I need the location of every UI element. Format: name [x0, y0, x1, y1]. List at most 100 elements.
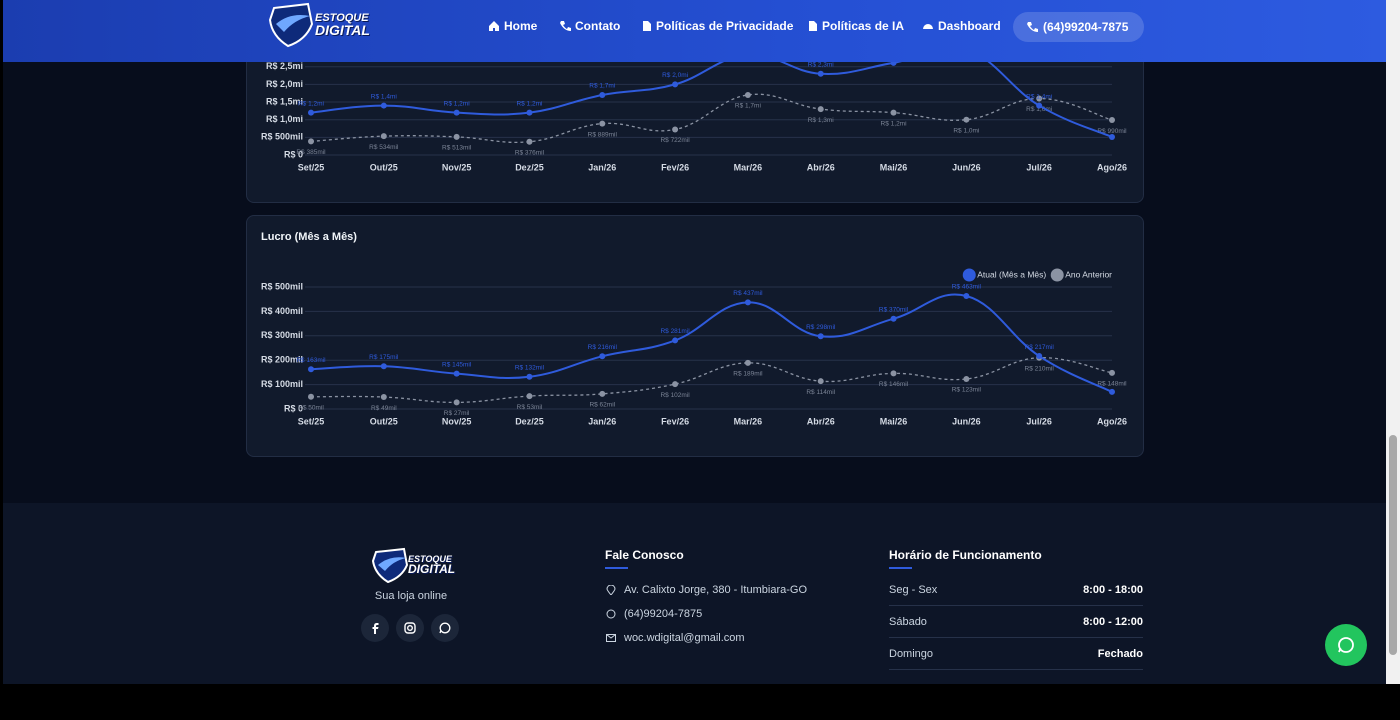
charts: R$ 0 R$ 500mil R$ 1,0mi R$ 1,5mi R$ 2,0mi R$ … [261, 46, 1127, 426]
data-point [453, 399, 460, 406]
brand[interactable]: ESTOQUE DIGITAL [315, 13, 370, 38]
data-label: R$ 370mil [879, 306, 909, 313]
data-label: R$ 27mil [444, 410, 470, 417]
data-label: R$ 62mil [589, 402, 615, 409]
y-tick-label: R$ 500mil [261, 281, 303, 291]
data-label: R$ 1,3mi [808, 117, 834, 124]
data-label: R$ 1,7mi [589, 83, 615, 90]
nav-label: Políticas de Privacidade [656, 19, 794, 33]
logo-shield [268, 2, 314, 48]
nav-home[interactable]: Home [488, 19, 537, 33]
data-point [526, 138, 533, 145]
nav-privacidade[interactable]: Políticas de Privacidade [642, 19, 793, 33]
x-tick-label: Set/25 [298, 416, 325, 426]
data-point [599, 390, 606, 397]
data-label: R$ 1,4mi [1026, 93, 1052, 100]
data-point [1036, 353, 1043, 360]
data-point [817, 378, 824, 385]
x-tick-label: Jun/26 [952, 416, 981, 426]
footer-logo [371, 547, 409, 583]
data-label: R$ 163mil [296, 357, 326, 364]
instagram-link[interactable] [396, 614, 424, 642]
data-point [672, 337, 679, 344]
data-point [1109, 369, 1115, 376]
data-label: R$ 53mil [517, 404, 543, 411]
whatsapp-icon [606, 609, 616, 619]
x-tick-label: Set/25 [298, 162, 325, 172]
data-label: R$ 534mil [369, 144, 399, 151]
data-point [817, 70, 824, 77]
x-tick-label: Dez/25 [515, 162, 544, 172]
legend-label: Ano Anterior [1065, 269, 1112, 279]
data-label: R$ 1,4mi [371, 93, 397, 100]
data-point [380, 133, 387, 140]
x-tick-label: Dez/25 [515, 416, 544, 426]
scroll-thumb[interactable] [1389, 435, 1397, 655]
whatsapp-float[interactable] [1325, 624, 1367, 666]
mail-icon [606, 634, 616, 642]
data-label: R$ 298mil [806, 324, 836, 331]
data-label: R$ 1,0mi [953, 127, 979, 134]
x-tick-label: Fev/26 [661, 162, 689, 172]
scrollbar[interactable] [1386, 0, 1400, 684]
data-point [599, 120, 606, 127]
data-label: R$ 513mil [442, 145, 472, 152]
data-label: R$ 437mil [733, 290, 763, 297]
brand-line: DIGITAL [315, 22, 370, 38]
footer-brand: ESTOQUE DIGITAL [408, 555, 456, 576]
x-tick-label: Mai/26 [880, 162, 908, 172]
data-point [672, 81, 679, 88]
y-tick-label: R$ 2,5mi [266, 61, 303, 71]
data-label: R$ 49mil [371, 405, 397, 412]
series-line [310, 357, 1113, 404]
data-point [453, 109, 460, 116]
y-tick-label: R$ 0 [284, 149, 303, 159]
brand-line: DIGITAL [408, 562, 456, 576]
data-label: R$ 1,2mi [516, 100, 542, 107]
whatsapp-link[interactable] [431, 614, 459, 642]
data-point [1109, 133, 1115, 140]
footer: ESTOQUE DIGITAL Sua loja online Fale Con… [3, 503, 1386, 684]
nav-dashboard[interactable]: Dashboard [922, 19, 1001, 33]
x-tick-label: Abr/26 [807, 162, 835, 172]
x-tick-label: Mar/26 [734, 162, 763, 172]
data-point [890, 109, 897, 116]
y-tick-label: R$ 500mil [261, 132, 303, 142]
data-point [672, 381, 679, 388]
x-tick-label: Jan/26 [588, 162, 616, 172]
y-tick-label: R$ 400mil [261, 306, 303, 316]
data-label: R$ 376mil [515, 149, 545, 156]
nav-ia[interactable]: Políticas de IA [808, 19, 904, 33]
data-label: R$ 217mil [1025, 344, 1055, 351]
x-tick-label: Jan/26 [588, 416, 616, 426]
phone-button[interactable]: (64)99204-7875 [1013, 12, 1144, 42]
data-point [963, 293, 970, 300]
data-label: R$ 1,7mi [735, 103, 761, 110]
nav-label: Contato [575, 19, 621, 33]
data-label: R$ 102mil [660, 392, 690, 399]
contact-item: woc.wdigital@gmail.com [624, 632, 745, 644]
legend-swatch [962, 268, 976, 282]
hours-day: Sábado [889, 616, 927, 628]
x-tick-label: Nov/25 [442, 162, 472, 172]
data-point [526, 109, 533, 116]
data-point [526, 393, 533, 400]
facebook-link[interactable] [361, 614, 389, 642]
data-point [890, 370, 897, 377]
x-tick-label: Nov/25 [442, 416, 472, 426]
y-tick-label: R$ 300mil [261, 330, 303, 340]
x-tick-label: Jun/26 [952, 162, 981, 172]
nav-label: Home [504, 19, 538, 33]
data-point [599, 91, 606, 98]
data-point [308, 393, 314, 400]
nav-contato[interactable]: Contato [559, 19, 620, 33]
separator [889, 637, 1143, 638]
data-label: R$ 385mil [296, 149, 326, 156]
header: ESTOQUE DIGITAL Home Contato Políticas d… [3, 0, 1386, 62]
contact-title: Fale Conosco [605, 548, 684, 562]
contact-item: Av. Calixto Jorge, 380 - Itumbiara-GO [624, 584, 807, 596]
data-label: R$ 114mil [806, 389, 835, 396]
data-point [526, 373, 533, 380]
data-point [744, 359, 751, 366]
